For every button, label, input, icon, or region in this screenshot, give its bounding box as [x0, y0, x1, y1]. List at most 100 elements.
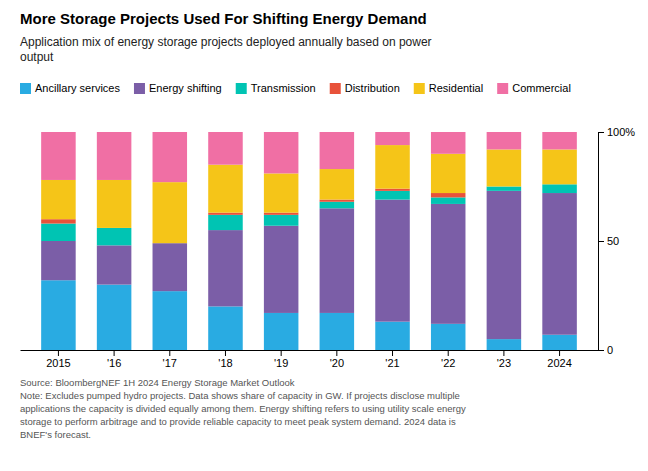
bar-segment: [153, 182, 188, 243]
bar-segment: [153, 132, 188, 182]
x-tick-mark: [225, 350, 226, 356]
bar-segment: [320, 208, 355, 313]
legend-swatch: [20, 83, 31, 94]
bar-segment: [97, 132, 132, 180]
bar-segment: [41, 219, 76, 223]
bar-segment: [431, 204, 466, 324]
legend-label: Ancillary services: [35, 82, 120, 94]
bar-segment: [320, 132, 355, 169]
bar-segment: [208, 165, 243, 213]
legend-item: Distribution: [330, 82, 400, 94]
legend-item: Transmission: [236, 82, 316, 94]
x-tick: '20: [330, 350, 344, 369]
y-axis: 0 50 100%: [598, 126, 635, 356]
x-axis-line: [21, 350, 599, 351]
legend-label: Distribution: [345, 82, 400, 94]
bar-segment: [264, 173, 299, 212]
y-tick-label: 100%: [607, 126, 635, 138]
y-tick: 100%: [598, 126, 635, 138]
bar-series: [41, 132, 577, 182]
x-tick-label: '17: [163, 357, 177, 369]
x-tick: '19: [274, 350, 288, 369]
bar-segment: [264, 132, 299, 173]
legend-label: Residential: [429, 82, 483, 94]
bar-segment: [375, 145, 410, 189]
x-tick-label: '23: [497, 357, 511, 369]
bars: [41, 132, 577, 350]
bar-segment: [375, 132, 410, 145]
bar-segment: [208, 306, 243, 350]
bar-segment: [41, 241, 76, 280]
x-tick-label: 2015: [46, 357, 70, 369]
bar-segment: [264, 213, 299, 215]
y-tick-mark: [598, 350, 604, 351]
legend-swatch: [236, 83, 247, 94]
bar-segment: [97, 245, 132, 284]
x-tick-label: '22: [441, 357, 455, 369]
bar-segment: [264, 226, 299, 313]
bar-segment: [431, 132, 466, 154]
x-tick: '21: [385, 350, 399, 369]
x-axis: 2015 '16 '17 '18 '19 '20 '21 '22 '23 2024: [21, 350, 599, 369]
y-tick-mark: [598, 132, 604, 133]
subtitle: Application mix of energy storage projec…: [20, 35, 432, 64]
legend-item: Energy shifting: [134, 82, 222, 94]
subtitle-line: output: [20, 50, 54, 64]
bar-segment: [375, 200, 410, 322]
x-tick: 2015: [46, 350, 70, 369]
legend-swatch: [414, 83, 425, 94]
bar-segment: [41, 132, 76, 180]
footnote-line: Note: Excludes pumped hydro projects. Da…: [20, 390, 460, 401]
footnote: Source: BloombergNEF 1H 2024 Energy Stor…: [20, 377, 466, 440]
bar-segment: [542, 184, 577, 193]
x-tick-label: '16: [107, 357, 121, 369]
x-tick-mark: [448, 350, 449, 356]
bar-segment: [375, 191, 410, 200]
legend-item: Commercial: [497, 82, 571, 94]
x-tick-mark: [559, 350, 560, 356]
x-tick-mark: [336, 350, 337, 356]
x-tick-mark: [281, 350, 282, 356]
bar-segment: [542, 335, 577, 350]
bar-segment: [320, 169, 355, 200]
footnote-line: storage to perform arbitrage and to prov…: [20, 416, 456, 427]
x-tick-label: '20: [330, 357, 344, 369]
bar-segment: [97, 285, 132, 350]
title: More Storage Projects Used For Shifting …: [20, 10, 427, 27]
x-tick-mark: [58, 350, 59, 356]
bar-segment: [41, 224, 76, 241]
legend-swatch: [497, 83, 508, 94]
bar-segment: [208, 215, 243, 230]
x-tick: '22: [441, 350, 455, 369]
legend-label: Transmission: [251, 82, 316, 94]
bar-segment: [320, 313, 355, 350]
x-tick-mark: [392, 350, 393, 356]
bar-segment: [431, 324, 466, 350]
bar-segment: [97, 180, 132, 228]
bar-segment: [208, 213, 243, 215]
footnote-line: applications the capacity is divided equ…: [20, 403, 466, 414]
x-tick-mark: [503, 350, 504, 356]
bar-segment: [487, 149, 522, 186]
legend: Ancillary services Energy shifting Transmi…: [20, 82, 571, 94]
y-tick-label: 0: [607, 344, 613, 356]
x-tick-label: '19: [274, 357, 288, 369]
bar-segment: [542, 132, 577, 149]
x-tick-mark: [169, 350, 170, 356]
y-tick-mark: [598, 241, 604, 242]
bar-segment: [487, 187, 522, 191]
bar-segment: [487, 132, 522, 149]
legend-swatch: [330, 83, 341, 94]
bar-segment: [542, 193, 577, 335]
y-tick: 50: [598, 235, 619, 247]
bar-segment: [208, 230, 243, 306]
y-tick-label: 50: [607, 235, 619, 247]
legend-label: Energy shifting: [149, 82, 222, 94]
x-tick: 2024: [547, 350, 571, 369]
x-tick: '17: [163, 350, 177, 369]
bar-segment: [264, 215, 299, 226]
x-tick-label: '18: [218, 357, 232, 369]
bar-segment: [97, 228, 132, 245]
bar-segment: [375, 322, 410, 350]
footnote-line: BNEF's forecast.: [20, 429, 91, 440]
